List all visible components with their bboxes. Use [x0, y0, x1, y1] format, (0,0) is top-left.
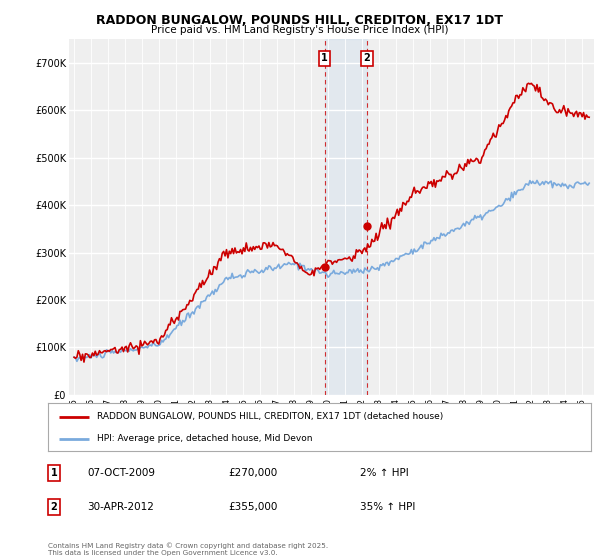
Text: 2% ↑ HPI: 2% ↑ HPI [360, 468, 409, 478]
Text: 07-OCT-2009: 07-OCT-2009 [87, 468, 155, 478]
Text: £355,000: £355,000 [228, 502, 277, 512]
Text: 1: 1 [321, 53, 328, 63]
Bar [325, 39, 367, 395]
Text: RADDON BUNGALOW, POUNDS HILL, CREDITON, EX17 1DT: RADDON BUNGALOW, POUNDS HILL, CREDITON, … [97, 14, 503, 27]
Text: £270,000: £270,000 [228, 468, 277, 478]
Text: Contains HM Land Registry data © Crown copyright and database right 2025.
This d: Contains HM Land Registry data © Crown c… [48, 542, 328, 556]
Text: 2: 2 [50, 502, 58, 512]
Text: 2: 2 [364, 53, 370, 63]
Text: 1: 1 [50, 468, 58, 478]
Text: 35% ↑ HPI: 35% ↑ HPI [360, 502, 415, 512]
Text: 30-APR-2012: 30-APR-2012 [87, 502, 154, 512]
Text: HPI: Average price, detached house, Mid Devon: HPI: Average price, detached house, Mid … [97, 435, 313, 444]
Text: RADDON BUNGALOW, POUNDS HILL, CREDITON, EX17 1DT (detached house): RADDON BUNGALOW, POUNDS HILL, CREDITON, … [97, 412, 443, 421]
Text: Price paid vs. HM Land Registry's House Price Index (HPI): Price paid vs. HM Land Registry's House … [151, 25, 449, 35]
